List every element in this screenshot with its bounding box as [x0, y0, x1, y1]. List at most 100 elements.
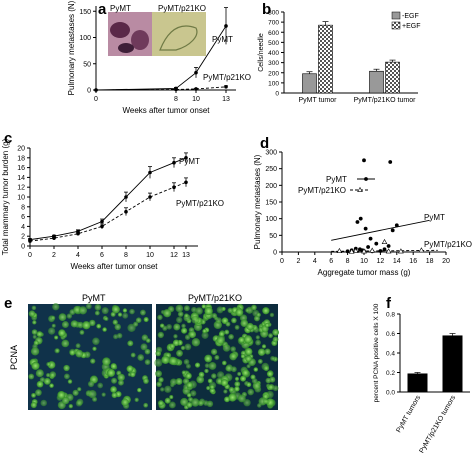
y-tick-label: 400: [268, 50, 279, 57]
data-point: [76, 231, 80, 236]
legend-marker-p21ko: [357, 186, 363, 192]
pcna-cell: [127, 323, 136, 333]
pcna-cell: [224, 396, 230, 403]
pcna-cell: [237, 394, 246, 403]
pcna-cell: [43, 377, 51, 385]
pcna-cell: [77, 321, 84, 329]
x-tick-label: 0: [280, 258, 284, 265]
y-tick-label: 14: [17, 175, 25, 182]
series-line-PyMT/p21KO: [95, 86, 227, 91]
pymt-lung-blob: [118, 43, 134, 53]
y-tick-label: 12: [17, 185, 25, 192]
pcna-cell: [88, 389, 97, 399]
pcna-cell: [127, 340, 134, 347]
pcna-cell: [116, 332, 123, 339]
pcna-cell: [185, 372, 192, 380]
pcna-cell: [154, 358, 163, 367]
data-point: [224, 85, 228, 89]
y-tick-label: 0: [21, 244, 25, 251]
pcna-cell: [246, 322, 254, 331]
pcna-cell: [31, 305, 37, 311]
y-tick-label: 0.2: [386, 370, 395, 377]
y-tick-label: 2: [21, 234, 25, 241]
pcna-cell: [97, 382, 104, 389]
panel-letter-b: b: [262, 1, 271, 18]
pcna-cell: [262, 398, 269, 404]
y-tick-label: 20: [17, 146, 25, 153]
pcna-cell: [126, 365, 134, 373]
pcna-cell: [185, 363, 191, 369]
data-point: [94, 88, 98, 92]
fit-line-PyMT: [331, 219, 430, 241]
y-tick-label: 4: [21, 224, 25, 231]
y-tick-label: 200: [268, 70, 279, 77]
pcna-cell: [243, 335, 253, 344]
y-axis-label: Total mammary tumor burden (g): [1, 138, 10, 255]
series-label-pymt: PyMT: [179, 157, 200, 166]
x-tick-label: 2: [296, 258, 300, 265]
data-point: [174, 87, 178, 92]
pcna-cell: [92, 346, 97, 351]
pcna-cell: [164, 385, 172, 393]
x-category-label: PyMT/p21KO tumors: [418, 394, 457, 453]
pcna-cell: [190, 390, 197, 397]
pcna-cell: [228, 333, 234, 340]
pcna-cell: [173, 323, 181, 331]
y-axis-label: Pulmonary metastases (N): [253, 154, 262, 249]
pcna-cell: [61, 339, 70, 348]
pcna-cell: [201, 304, 207, 309]
pcna-cell: [234, 381, 241, 387]
pcna-cell: [181, 327, 188, 334]
pcna-cell: [143, 316, 149, 323]
pcna-cell: [118, 379, 124, 386]
series-label-p21ko: PyMT/p21KO: [176, 199, 224, 208]
pcna-cell: [206, 400, 214, 408]
pcna-cell: [134, 397, 139, 402]
pcna-cell: [157, 400, 164, 407]
pcna-cell: [87, 380, 95, 388]
x-tick-label: 12: [377, 258, 385, 265]
y-tick-label: 250: [265, 166, 277, 173]
pcna-cell: [111, 377, 118, 384]
scatter-point-pymt: [390, 228, 395, 233]
pcna-cell: [257, 359, 263, 364]
data-point: [224, 24, 228, 28]
pcna-cell: [32, 334, 37, 339]
pcna-cell: [35, 389, 42, 396]
pcna-cell: [204, 354, 213, 363]
pcna-cell: [89, 319, 96, 327]
pcna-cell: [82, 321, 91, 330]
bar: [442, 335, 463, 392]
pcna-cell: [69, 348, 76, 356]
pcna-cell: [102, 327, 107, 332]
pcna-cell: [211, 373, 217, 379]
pcna-cell: [234, 376, 240, 381]
pcna-cell: [241, 369, 250, 377]
series-label-p21ko: PyMT/p21KO: [424, 240, 472, 249]
panel-e-micrographs: PyMT PyMT/p21KO PCNA: [9, 293, 280, 410]
scatter-point-pymt: [374, 241, 379, 246]
y-tick-label: 10: [17, 195, 25, 202]
y-tick-label: 100: [268, 80, 279, 87]
scatter-point-p21ko: [361, 248, 367, 254]
pcna-cell: [221, 360, 227, 366]
pcna-cell: [272, 336, 279, 343]
y-tick-label: 0: [87, 88, 91, 95]
pcna-cell: [186, 401, 193, 408]
data-point: [100, 219, 104, 224]
pcna-cell: [121, 398, 129, 407]
y-tick-label: 800: [268, 10, 279, 17]
pcna-cell: [155, 370, 162, 378]
pcna-cell: [157, 314, 163, 321]
pcna-cell: [102, 357, 111, 366]
scatter-point-pymt: [355, 220, 360, 224]
y-tick-label: 16: [17, 165, 25, 172]
pcna-cell: [31, 329, 38, 335]
pcna-cell: [114, 323, 122, 331]
pcna-cell: [40, 399, 48, 407]
pcna-cell: [222, 344, 231, 352]
pcna-cell: [211, 313, 218, 319]
micrograph-ylabel-pcna: PCNA: [9, 345, 19, 370]
pcna-cell: [140, 309, 146, 316]
pcna-cell: [61, 396, 70, 405]
